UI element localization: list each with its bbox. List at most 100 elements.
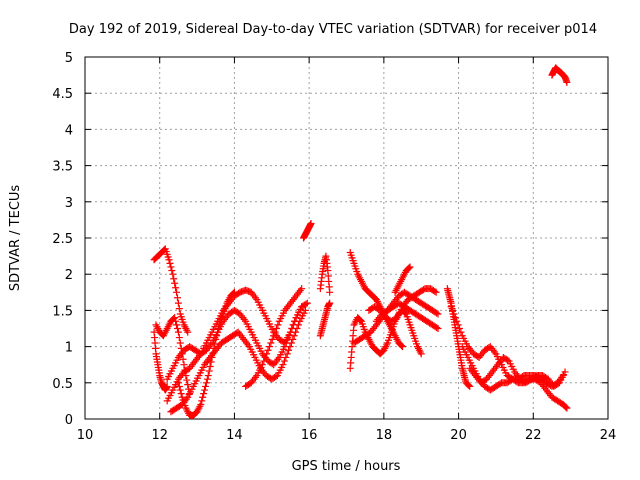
data-point — [180, 361, 188, 369]
data-point — [168, 267, 176, 275]
data-point — [207, 358, 215, 366]
y-tick-label: 0.5 — [52, 377, 73, 392]
data-point — [167, 263, 175, 271]
data-point — [214, 328, 222, 336]
data-point — [326, 299, 334, 307]
data-point — [171, 314, 179, 322]
data-point — [264, 346, 272, 354]
series-track-h — [242, 285, 306, 390]
data-point — [170, 275, 178, 283]
data-point — [172, 284, 180, 292]
data-point — [202, 379, 210, 387]
data-point — [433, 324, 441, 332]
data-point — [215, 325, 223, 332]
x-axis-label: GPS time / hours — [292, 459, 401, 474]
data-point — [165, 256, 173, 264]
x-tick-label: 20 — [450, 428, 467, 443]
data-point — [561, 368, 569, 376]
x-tick-label: 10 — [77, 428, 94, 443]
data-point — [294, 321, 302, 329]
y-tick-label: 2 — [65, 268, 73, 283]
data-point — [175, 334, 183, 342]
data-point — [293, 325, 301, 332]
data-point — [554, 380, 562, 388]
data-point — [563, 404, 571, 412]
data-point — [457, 328, 465, 336]
data-point — [174, 379, 182, 387]
data-point — [172, 317, 180, 325]
data-point — [431, 287, 439, 295]
y-tick-label: 2.5 — [52, 232, 73, 247]
data-point — [201, 386, 209, 394]
data-point — [292, 328, 300, 336]
data-point — [173, 321, 181, 329]
x-tick-label: 18 — [376, 428, 393, 443]
data-point — [504, 356, 512, 364]
data-point — [398, 342, 406, 350]
series-track-r — [443, 285, 474, 390]
data-point — [271, 328, 279, 336]
x-tick-label: 24 — [600, 428, 617, 443]
data-point — [307, 220, 315, 228]
data-point — [173, 294, 181, 302]
y-tick-label: 3 — [65, 196, 73, 211]
data-point — [174, 299, 182, 307]
data-point — [298, 285, 306, 293]
data-point — [433, 309, 441, 317]
y-axis-label: SDTVAR / TECUs — [8, 185, 23, 292]
data-point — [179, 355, 187, 363]
data-point — [210, 344, 218, 352]
series-track-a — [150, 245, 192, 336]
x-tick-label: 22 — [525, 428, 542, 443]
data-point — [289, 335, 297, 343]
data-point — [454, 321, 462, 329]
y-tick-label: 1.5 — [52, 304, 73, 319]
data-point — [283, 350, 291, 358]
data-point — [447, 303, 455, 311]
data-points — [150, 64, 571, 419]
series-track-b — [150, 328, 171, 394]
data-point — [267, 339, 275, 347]
x-tick-label: 12 — [151, 428, 168, 443]
data-point — [434, 310, 442, 318]
data-point — [201, 382, 209, 390]
data-point — [200, 390, 208, 398]
data-point — [204, 372, 212, 380]
data-point — [286, 343, 294, 351]
data-point — [456, 325, 464, 332]
data-point — [272, 325, 280, 332]
data-point — [392, 315, 400, 323]
data-point — [406, 263, 414, 271]
data-point — [265, 343, 273, 351]
data-point — [166, 259, 174, 267]
data-point — [174, 328, 182, 336]
data-point — [175, 305, 183, 313]
data-point — [263, 350, 271, 358]
data-point — [434, 325, 442, 332]
y-tick-label: 5 — [65, 51, 73, 66]
data-point — [280, 357, 288, 365]
data-point — [451, 314, 459, 322]
data-point — [282, 353, 290, 361]
data-point — [272, 372, 280, 380]
data-point — [198, 397, 206, 405]
data-point — [285, 346, 293, 354]
data-point — [230, 288, 238, 296]
series-track-g — [174, 288, 238, 419]
series-track-l — [346, 248, 407, 351]
data-point — [326, 288, 334, 296]
data-point — [212, 335, 220, 343]
data-point — [303, 299, 311, 307]
data-point — [213, 332, 221, 340]
data-point — [274, 321, 282, 329]
data-point — [177, 390, 185, 398]
data-point — [450, 310, 458, 318]
data-point — [184, 381, 192, 389]
data-point — [268, 335, 276, 343]
data-point — [229, 289, 237, 297]
data-point — [163, 382, 171, 390]
y-tick-label: 0 — [65, 413, 73, 428]
series-track-v — [548, 64, 571, 86]
data-point — [466, 382, 474, 390]
